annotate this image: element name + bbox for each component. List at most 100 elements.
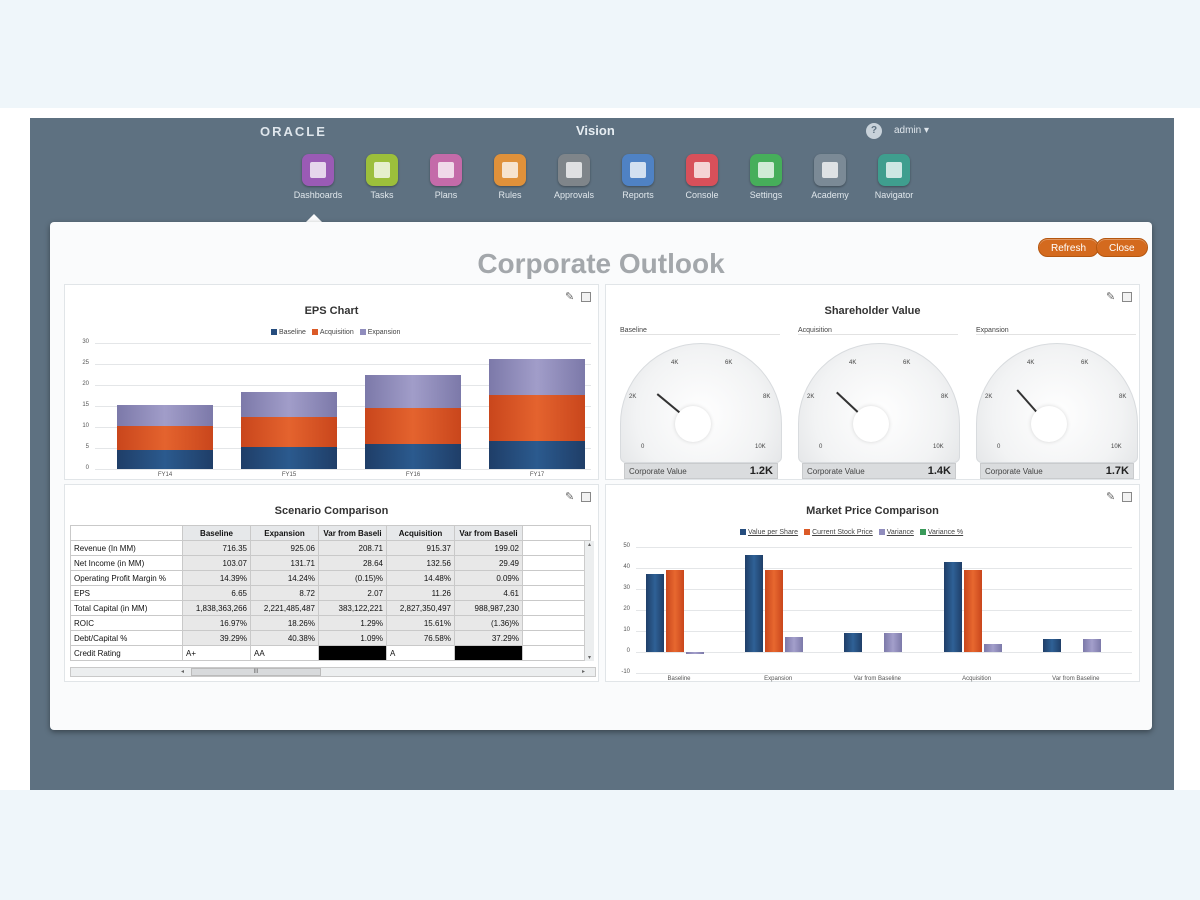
scroll-thumb[interactable]: III xyxy=(191,668,321,676)
table-cell[interactable]: 2,827,350,497 xyxy=(386,600,455,616)
bar-fy15-acquisition xyxy=(241,417,337,447)
edit-icon[interactable]: ✎ xyxy=(565,491,575,503)
table-cell[interactable]: 383,122,221 xyxy=(318,600,387,616)
bar-variance xyxy=(1082,639,1101,652)
table-cell[interactable]: 6.65 xyxy=(182,585,251,601)
nav-item-console[interactable]: Console xyxy=(670,154,734,200)
approvals-icon[interactable] xyxy=(558,154,590,186)
table-cell[interactable] xyxy=(454,645,523,661)
table-cell[interactable]: A+ xyxy=(182,645,251,661)
gridline xyxy=(95,448,591,449)
table-cell[interactable]: 988,987,230 xyxy=(454,600,523,616)
table-row: Credit Rating A+ AA A xyxy=(70,645,591,661)
table-cell[interactable]: 716.35 xyxy=(182,540,251,556)
nav-item-tasks[interactable]: Tasks xyxy=(350,154,414,200)
maximize-icon[interactable] xyxy=(1122,292,1132,302)
table-cell[interactable]: 11.26 xyxy=(386,585,455,601)
table-cell[interactable]: 76.58% xyxy=(386,630,455,646)
table-cell[interactable]: 18.26% xyxy=(250,615,319,631)
rules-icon[interactable] xyxy=(494,154,526,186)
table-cell[interactable]: 1,838,363,266 xyxy=(182,600,251,616)
nav-item-navigator[interactable]: Navigator xyxy=(862,154,926,200)
table-cell[interactable]: AA xyxy=(250,645,319,661)
navigator-icon[interactable] xyxy=(878,154,910,186)
table-cell[interactable]: (0.15)% xyxy=(318,570,387,586)
table-cell[interactable]: 14.39% xyxy=(182,570,251,586)
table-cell[interactable]: 15.61% xyxy=(386,615,455,631)
table-cell[interactable]: 199.02 xyxy=(454,540,523,556)
bar-current-stock-price xyxy=(666,570,684,652)
table-cell[interactable]: 2,221,485,487 xyxy=(250,600,319,616)
horizontal-scrollbar[interactable]: ◂ III ▸ xyxy=(70,667,596,677)
table-cell[interactable]: 208.71 xyxy=(318,540,387,556)
gauge-tick-label: 2K xyxy=(807,394,815,400)
x-tick-label: Acquisition xyxy=(962,676,992,682)
nav-item-plans[interactable]: Plans xyxy=(414,154,478,200)
nav-item-settings[interactable]: Settings xyxy=(734,154,798,200)
gridline xyxy=(636,547,1132,548)
table-cell[interactable]: 0.09% xyxy=(454,570,523,586)
table-cell[interactable]: 37.29% xyxy=(454,630,523,646)
gauge-dial: 0 2K 4K 6K 8K 10K xyxy=(976,343,1138,463)
bar-value-per-share xyxy=(844,633,863,652)
settings-icon[interactable] xyxy=(750,154,782,186)
vertical-scrollbar[interactable]: ▴ ▾ xyxy=(584,541,594,661)
help-icon[interactable]: ? xyxy=(866,123,882,139)
table-cell[interactable]: 2.07 xyxy=(318,585,387,601)
scroll-left-arrow[interactable]: ◂ xyxy=(181,669,185,675)
tasks-icon[interactable] xyxy=(366,154,398,186)
table-cell[interactable]: 29.49 xyxy=(454,555,523,571)
gauge-footer: Corporate Value 1.7K xyxy=(980,463,1134,479)
maximize-icon[interactable] xyxy=(581,492,591,502)
table-cell[interactable]: 1.29% xyxy=(318,615,387,631)
nav-item-academy[interactable]: Academy xyxy=(798,154,862,200)
legend-label[interactable]: Value per Share xyxy=(748,529,799,536)
nav-item-approvals[interactable]: Approvals xyxy=(542,154,606,200)
table-cell[interactable]: 131.71 xyxy=(250,555,319,571)
legend-label[interactable]: Current Stock Price xyxy=(812,529,873,536)
gauge-tick-label: 6K xyxy=(1081,360,1089,366)
table-cell[interactable]: 1.09% xyxy=(318,630,387,646)
y-tick-label: 25 xyxy=(82,360,89,366)
scroll-right-arrow[interactable]: ▸ xyxy=(581,669,585,675)
gauge-tick-label: 2K xyxy=(985,394,993,400)
table-cell[interactable]: A xyxy=(386,645,455,661)
legend-label[interactable]: Variance % xyxy=(927,529,964,536)
scroll-up-arrow[interactable]: ▴ xyxy=(587,542,591,548)
scroll-down-arrow[interactable]: ▾ xyxy=(587,655,591,661)
table-cell[interactable]: (1.36)% xyxy=(454,615,523,631)
nav-item-reports[interactable]: Reports xyxy=(606,154,670,200)
table-cell[interactable]: 132.56 xyxy=(386,555,455,571)
console-icon[interactable] xyxy=(686,154,718,186)
table-cell[interactable]: 16.97% xyxy=(182,615,251,631)
dashboards-icon[interactable] xyxy=(302,154,334,186)
user-menu[interactable]: admin ▾ xyxy=(894,125,930,136)
table-cell[interactable]: 14.24% xyxy=(250,570,319,586)
legend-label[interactable]: Variance xyxy=(886,529,914,536)
table-cell[interactable]: 4.61 xyxy=(454,585,523,601)
table-cell[interactable]: 915.37 xyxy=(386,540,455,556)
table-cell[interactable]: 40.38% xyxy=(250,630,319,646)
edit-icon[interactable]: ✎ xyxy=(1106,491,1116,503)
edit-icon[interactable]: ✎ xyxy=(1106,291,1116,303)
nav-item-rules[interactable]: Rules xyxy=(478,154,542,200)
maximize-icon[interactable] xyxy=(581,292,591,302)
row-label: Operating Profit Margin % xyxy=(70,570,183,586)
nav-item-dashboards[interactable]: Dashboards xyxy=(286,154,350,200)
gauge-title: Acquisition xyxy=(798,327,958,335)
y-tick-label: 10 xyxy=(623,627,630,633)
table-cell[interactable]: 8.72 xyxy=(250,585,319,601)
refresh-button[interactable]: Refresh xyxy=(1038,238,1100,257)
table-cell[interactable]: 28.64 xyxy=(318,555,387,571)
maximize-icon[interactable] xyxy=(1122,492,1132,502)
edit-icon[interactable]: ✎ xyxy=(565,291,575,303)
close-button[interactable]: Close xyxy=(1096,238,1148,257)
table-cell[interactable]: 14.48% xyxy=(386,570,455,586)
table-cell[interactable]: 103.07 xyxy=(182,555,251,571)
table-cell[interactable] xyxy=(318,645,387,661)
table-cell[interactable]: 39.29% xyxy=(182,630,251,646)
plans-icon[interactable] xyxy=(430,154,462,186)
reports-icon[interactable] xyxy=(622,154,654,186)
table-cell[interactable]: 925.06 xyxy=(250,540,319,556)
academy-icon[interactable] xyxy=(814,154,846,186)
